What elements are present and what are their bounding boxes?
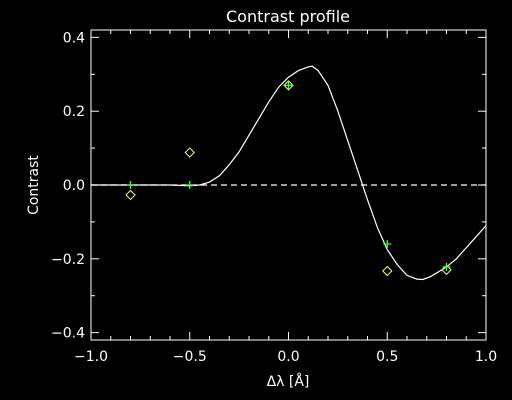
y-tick-label: 0.4 [63,30,85,46]
plus-marker [383,240,392,249]
data-marks [91,65,487,281]
x-axis-label: Δλ [Å] [267,373,310,390]
x-tick-label: −1.0 [74,349,108,365]
diamond-marker [382,265,393,277]
x-tick-label: 1.0 [475,349,497,365]
chart-title: Contrast profile [226,7,350,26]
diamond-marker [441,264,452,276]
plus-marker [185,181,194,189]
plus-marker [126,181,135,189]
y-tick-label: −0.4 [51,326,85,342]
profile-curve [91,65,487,281]
x-tick-label: −0.5 [173,349,207,365]
plus-marker [284,81,293,90]
y-tick-label: 0.2 [63,104,85,120]
diamond-marker [283,80,294,91]
plus-marker [442,262,451,271]
diamond-marker [184,147,195,158]
x-tick-label: 0.5 [376,349,398,365]
y-tick-label: 0.0 [63,178,85,194]
diamond-marker [125,189,136,201]
y-axis-label: Contrast [26,155,42,215]
axis-ticks: −1.0 −0.5 0.0 0.5 1.0 −0.4 −0.2 0.0 0.2 0.4 [51,30,497,365]
y-tick-label: −0.2 [51,252,85,268]
x-tick-label: 0.0 [277,349,299,365]
